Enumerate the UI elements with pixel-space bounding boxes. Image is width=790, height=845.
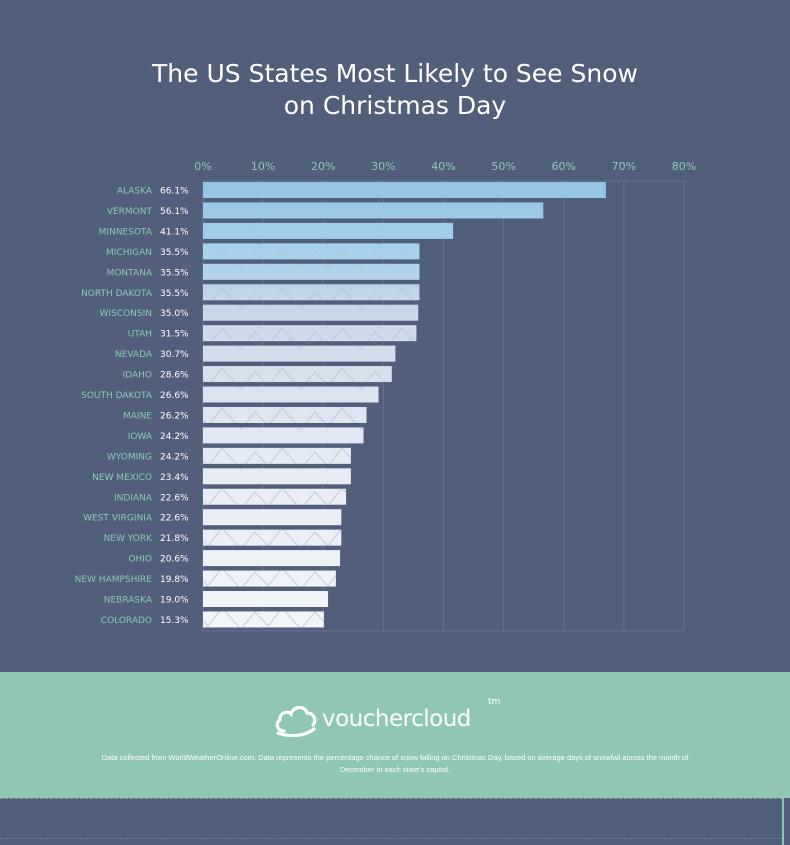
bar-texture bbox=[203, 550, 341, 567]
x-tick-label: 50% bbox=[491, 160, 515, 173]
category-label: MONTANA bbox=[107, 268, 153, 278]
x-tick-label: 30% bbox=[371, 160, 395, 173]
category-label: UTAH bbox=[128, 330, 152, 340]
category-label: VERMONT bbox=[107, 207, 153, 217]
bar-texture bbox=[203, 263, 420, 280]
x-tick-label: 60% bbox=[552, 160, 576, 173]
x-tick-label: 40% bbox=[431, 160, 455, 173]
bar-texture bbox=[203, 468, 351, 485]
chart-title-line-2: on Christmas Day bbox=[283, 91, 507, 120]
value-label: 28.6% bbox=[160, 371, 189, 381]
bar-alaska bbox=[203, 182, 606, 198]
data-source-note: Data collected from WorldWeatherOnline.c… bbox=[101, 753, 689, 774]
category-label: MICHIGAN bbox=[106, 248, 152, 258]
x-tick-label: 10% bbox=[251, 160, 275, 173]
value-label: 26.6% bbox=[160, 391, 189, 401]
bar-texture bbox=[203, 304, 419, 321]
bar-texture bbox=[203, 447, 351, 464]
bar-texture bbox=[203, 611, 324, 628]
category-label: NEVADA bbox=[115, 350, 153, 360]
value-label: 20.6% bbox=[160, 555, 189, 565]
bar-texture bbox=[203, 325, 417, 342]
category-label: NEW MEXICO bbox=[92, 473, 152, 483]
category-label: MAINE bbox=[123, 411, 152, 421]
category-label: WEST VIRGINIA bbox=[83, 514, 153, 524]
value-label: 35.5% bbox=[160, 248, 189, 258]
value-label: 31.5% bbox=[160, 330, 189, 340]
category-label: NORTH DAKOTA bbox=[81, 289, 153, 299]
bar-texture bbox=[203, 406, 367, 423]
category-label: OHIO bbox=[128, 555, 152, 565]
value-label: 26.2% bbox=[160, 411, 189, 421]
value-label: 41.1% bbox=[160, 227, 189, 237]
bar-texture bbox=[203, 366, 392, 383]
value-label: 23.4% bbox=[160, 473, 189, 483]
category-label: NEW HAMPSHIRE bbox=[75, 575, 153, 585]
brand-logo[interactable]: vouchercloud tm bbox=[274, 697, 500, 739]
category-label: MINNESOTA bbox=[99, 227, 153, 237]
category-label: WYOMING bbox=[107, 452, 152, 462]
value-label: 30.7% bbox=[160, 350, 189, 360]
category-label: ALASKA bbox=[117, 187, 153, 197]
band-edge bbox=[782, 798, 784, 845]
bar-texture bbox=[203, 284, 420, 301]
value-label: 22.6% bbox=[160, 493, 189, 503]
x-tick-label: 80% bbox=[672, 160, 696, 173]
value-label: 21.8% bbox=[160, 534, 189, 544]
value-label: 66.1% bbox=[160, 187, 189, 197]
bar-texture bbox=[203, 386, 379, 403]
value-label: 35.5% bbox=[160, 289, 189, 299]
band-dashed-line bbox=[0, 838, 782, 839]
value-label: 24.2% bbox=[160, 432, 189, 442]
bar-texture bbox=[203, 529, 342, 546]
value-label: 15.3% bbox=[160, 616, 189, 626]
category-label: NEBRASKA bbox=[104, 596, 153, 606]
category-label: INDIANA bbox=[114, 493, 153, 503]
value-label: 19.0% bbox=[160, 596, 189, 606]
trademark-mark: tm bbox=[488, 697, 501, 707]
chart-title-line-1: The US States Most Likely to See Snow bbox=[152, 59, 638, 88]
category-label: IOWA bbox=[128, 432, 153, 442]
category-label: COLORADO bbox=[101, 616, 152, 626]
chart-title: The US States Most Likely to See Snow on… bbox=[0, 58, 790, 122]
category-label: NEW YORK bbox=[104, 534, 154, 544]
x-tick-label: 0% bbox=[194, 160, 211, 173]
category-label: WISCONSIN bbox=[100, 309, 152, 319]
bar-texture bbox=[203, 345, 396, 362]
bar-minnesota bbox=[203, 222, 454, 239]
bar-texture bbox=[203, 570, 336, 587]
x-tick-label: 70% bbox=[612, 160, 636, 173]
x-tick-label: 20% bbox=[311, 160, 335, 173]
bar-texture bbox=[203, 243, 420, 260]
bar-chart: 0% 10% 20% 30% 40% 50% 60% 70% 80% ALASKA 66.1% VE… bbox=[75, 160, 696, 632]
value-label: 19.8% bbox=[160, 575, 189, 585]
value-label: 24.2% bbox=[160, 452, 189, 462]
bar-texture bbox=[203, 488, 347, 505]
bar-texture bbox=[203, 591, 329, 607]
bar-texture bbox=[203, 427, 364, 444]
value-label: 22.6% bbox=[160, 514, 189, 524]
bar-vermont bbox=[203, 202, 544, 219]
brand-name: vouchercloud bbox=[322, 706, 471, 732]
band-divider bbox=[0, 798, 782, 801]
cloud-icon bbox=[275, 705, 317, 737]
footer: vouchercloud tm Data collected from Worl… bbox=[0, 672, 790, 798]
value-label: 35.5% bbox=[160, 268, 189, 278]
category-label: SOUTH DAKOTA bbox=[81, 391, 153, 401]
bar-texture bbox=[203, 509, 342, 526]
value-label: 35.0% bbox=[160, 309, 189, 319]
value-label: 56.1% bbox=[160, 207, 189, 217]
bottom-band bbox=[0, 798, 790, 845]
category-label: IDAHO bbox=[123, 371, 152, 381]
